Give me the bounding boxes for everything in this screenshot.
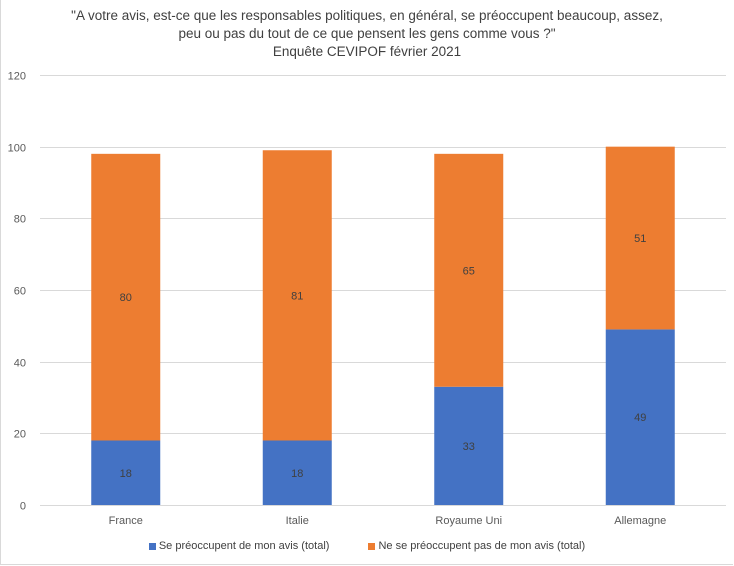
legend-swatch-series-1 — [148, 542, 156, 550]
bar-france-series-1 — [91, 440, 161, 505]
bar-france-series-2 — [91, 153, 161, 441]
bar-allemagne-series-2 — [605, 146, 675, 330]
y-tick-label: 60 — [14, 286, 26, 298]
x-axis-tick-labels: France Italie Royaume Uni Allemagne — [109, 515, 667, 527]
x-tick-label: Royaume Uni — [435, 515, 502, 527]
data-label: 18 — [291, 468, 303, 480]
legend-label-series-1: Se préoccupent de mon avis (total) — [158, 540, 330, 552]
bar-italie-series-2 — [262, 150, 332, 441]
data-label: 51 — [634, 233, 646, 245]
chart-title-line-2: peu ou pas du tout de ce que pensent les… — [178, 26, 556, 41]
bar-italie-series-1 — [262, 440, 332, 505]
y-tick-label: 120 — [8, 71, 26, 83]
y-tick-label: 0 — [20, 501, 26, 513]
data-labels: 18 80 18 81 33 65 49 51 — [120, 233, 647, 480]
y-tick-label: 40 — [14, 358, 26, 370]
bar-royaume-uni-series-1 — [434, 386, 504, 505]
chart-title: "A votre avis, est-ce que les responsabl… — [0, 7, 734, 61]
bar-royaume-uni-series-2 — [434, 153, 504, 387]
x-tick-label: France — [109, 515, 143, 527]
y-axis-tick-labels: 0 20 40 60 80 100 120 — [8, 71, 26, 513]
legend-item-series-1: Se préoccupent de mon avis (total) — [148, 540, 330, 552]
data-label: 81 — [291, 290, 303, 302]
x-tick-label: Italie — [286, 515, 309, 527]
chart-title-line-1: "A votre avis, est-ce que les responsabl… — [71, 8, 663, 23]
y-tick-label: 80 — [14, 214, 26, 226]
chart-title-line-3: Enquête CEVIPOF février 2021 — [272, 44, 462, 59]
y-tick-label: 20 — [14, 429, 26, 441]
data-label: 49 — [634, 412, 646, 424]
legend-swatch-series-2 — [368, 542, 376, 550]
bars — [91, 146, 675, 505]
x-tick-label: Allemagne — [614, 515, 666, 527]
bar-allemagne-series-1 — [605, 329, 675, 505]
data-label: 80 — [120, 292, 132, 304]
data-label: 33 — [463, 441, 475, 453]
legend-item-series-2: Ne se préoccupent pas de mon avis (total… — [368, 540, 585, 552]
legend-label-series-2: Ne se préoccupent pas de mon avis (total… — [378, 540, 586, 552]
data-label: 65 — [463, 265, 475, 277]
data-label: 18 — [120, 468, 132, 480]
legend: Se préoccupent de mon avis (total) Ne se… — [0, 540, 734, 553]
y-tick-label: 100 — [8, 143, 26, 155]
